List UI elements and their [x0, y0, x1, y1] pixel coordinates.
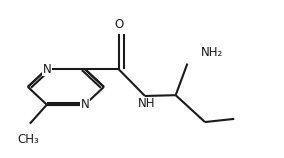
Text: NH: NH [138, 97, 155, 110]
Text: NH₂: NH₂ [201, 46, 223, 59]
Text: CH₃: CH₃ [18, 133, 39, 146]
Text: N: N [43, 63, 51, 76]
Text: N: N [81, 98, 89, 111]
Text: O: O [114, 18, 123, 31]
